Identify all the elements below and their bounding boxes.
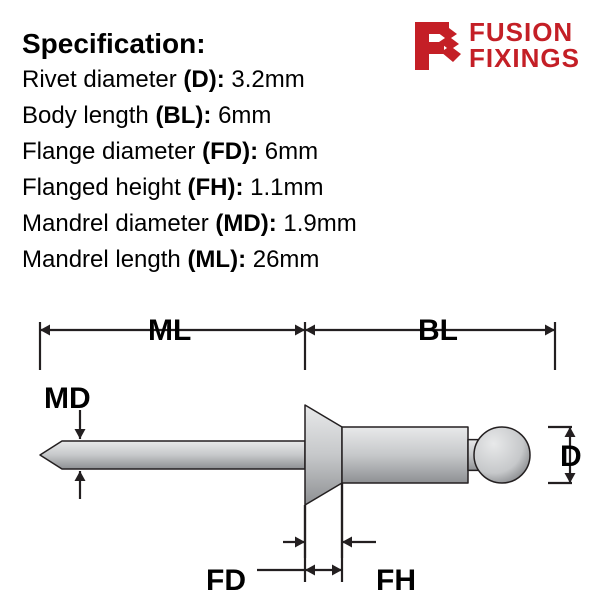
brand-text: FUSION FIXINGS (469, 19, 580, 71)
spec-label: Flange diameter (22, 138, 202, 165)
spec-code: (FD): (202, 138, 265, 165)
spec-value: 26mm (253, 246, 320, 273)
dim-label-ml: ML (148, 314, 191, 348)
spec-code: (ML): (187, 246, 252, 273)
dim-label-bl: BL (418, 314, 458, 348)
spec-code: (D): (183, 66, 231, 93)
page-root: Specification: Rivet diameter (D): 3.2mm… (0, 0, 600, 600)
spec-title: Specification: (22, 28, 206, 60)
brand-word-1: FUSION (469, 19, 580, 45)
spec-label: Body length (22, 102, 155, 129)
spec-value: 6mm (265, 138, 318, 165)
rivet-diagram: ML BL MD FD FH D (0, 310, 600, 600)
spec-code: (FH): (187, 174, 250, 201)
spec-line: Mandrel length (ML): 26mm (22, 246, 319, 274)
spec-line: Flanged height (FH): 1.1mm (22, 174, 323, 202)
spec-value: 1.1mm (250, 174, 323, 201)
dim-label-d: D (560, 440, 582, 474)
brand-logo: FUSION FIXINGS (409, 18, 580, 72)
diagram-svg (0, 310, 600, 600)
spec-label: Flanged height (22, 174, 187, 201)
spec-line: Rivet diameter (D): 3.2mm (22, 66, 305, 94)
dim-label-fd: FD (206, 564, 246, 598)
spec-value: 1.9mm (283, 210, 356, 237)
spec-label: Rivet diameter (22, 66, 183, 93)
spec-code: (MD): (215, 210, 283, 237)
spec-line: Body length (BL): 6mm (22, 102, 271, 130)
spec-label: Mandrel length (22, 246, 187, 273)
brand-word-2: FIXINGS (469, 45, 580, 71)
spec-value: 6mm (218, 102, 271, 129)
spec-line: Flange diameter (FD): 6mm (22, 138, 318, 166)
spec-code: (BL): (155, 102, 218, 129)
spec-line: Mandrel diameter (MD): 1.9mm (22, 210, 357, 238)
spec-value: 3.2mm (231, 66, 304, 93)
brand-f-icon (409, 18, 463, 72)
dim-label-md: MD (44, 382, 91, 416)
spec-label: Mandrel diameter (22, 210, 215, 237)
dim-label-fh: FH (376, 564, 416, 598)
